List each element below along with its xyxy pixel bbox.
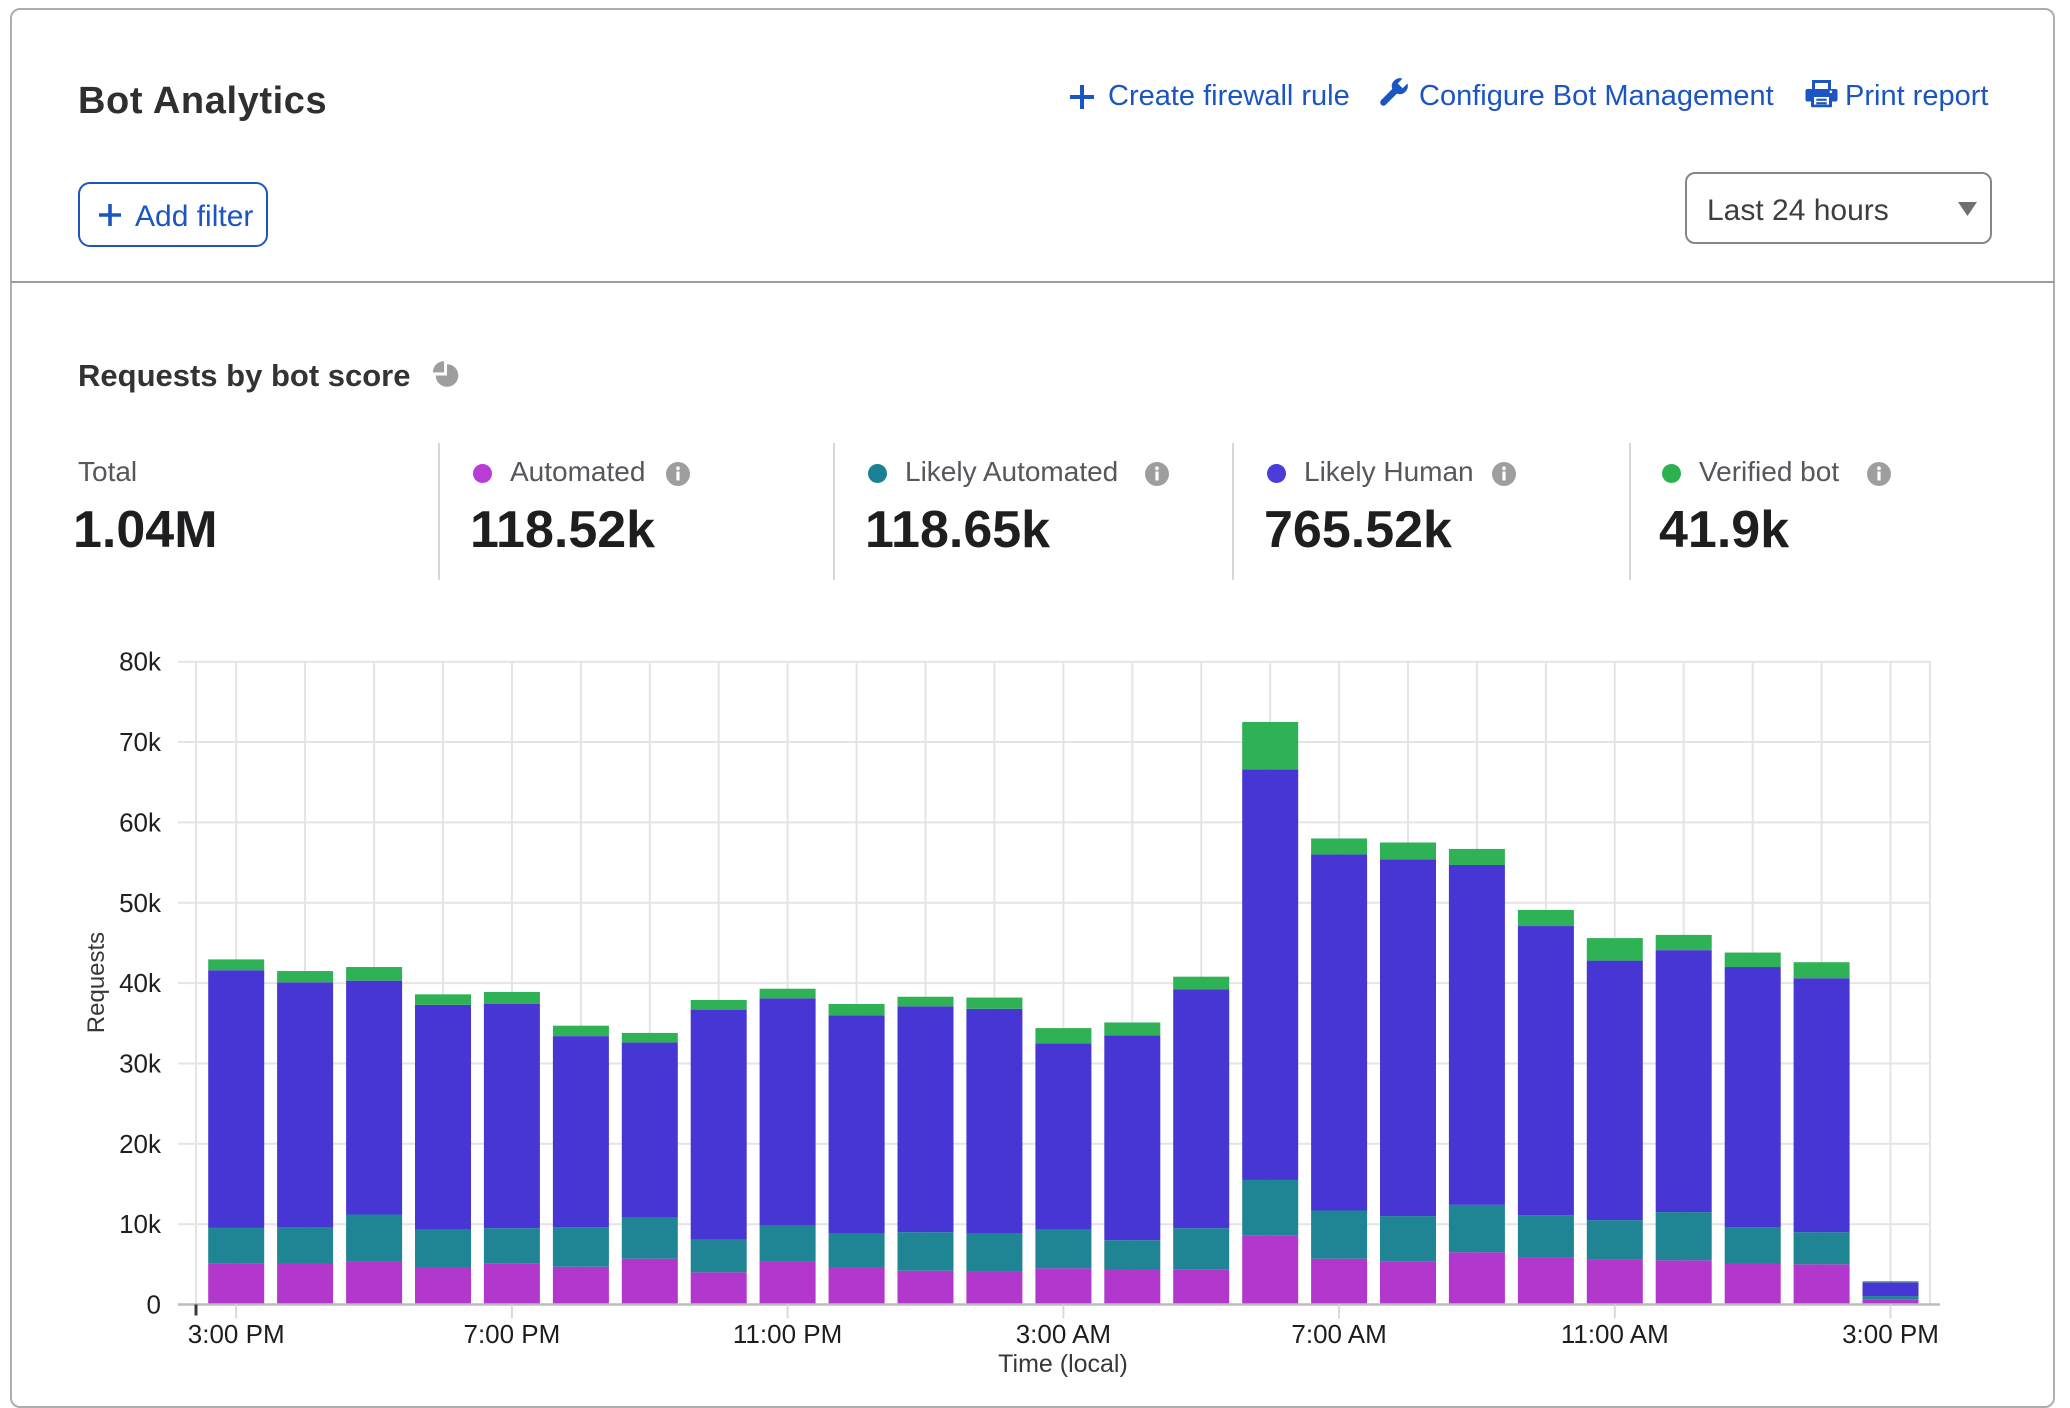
svg-text:20k: 20k (119, 1129, 162, 1159)
svg-text:7:00 PM: 7:00 PM (463, 1319, 560, 1349)
svg-text:Requests: Requests (83, 932, 110, 1033)
svg-text:11:00 PM: 11:00 PM (733, 1319, 842, 1349)
svg-text:40k: 40k (119, 968, 162, 998)
svg-text:30k: 30k (119, 1049, 162, 1079)
svg-text:10k: 10k (119, 1209, 162, 1239)
svg-text:50k: 50k (119, 888, 162, 918)
svg-text:3:00 PM: 3:00 PM (188, 1319, 285, 1349)
svg-text:11:00 AM: 11:00 AM (1561, 1319, 1669, 1349)
svg-text:80k: 80k (119, 647, 162, 677)
svg-text:Time (local): Time (local) (998, 1350, 1128, 1378)
svg-text:3:00 PM: 3:00 PM (1842, 1319, 1939, 1349)
svg-text:70k: 70k (119, 727, 162, 757)
svg-text:7:00 AM: 7:00 AM (1291, 1319, 1386, 1349)
svg-text:0: 0 (147, 1290, 161, 1320)
svg-text:3:00 AM: 3:00 AM (1016, 1319, 1111, 1349)
svg-text:60k: 60k (119, 807, 162, 837)
